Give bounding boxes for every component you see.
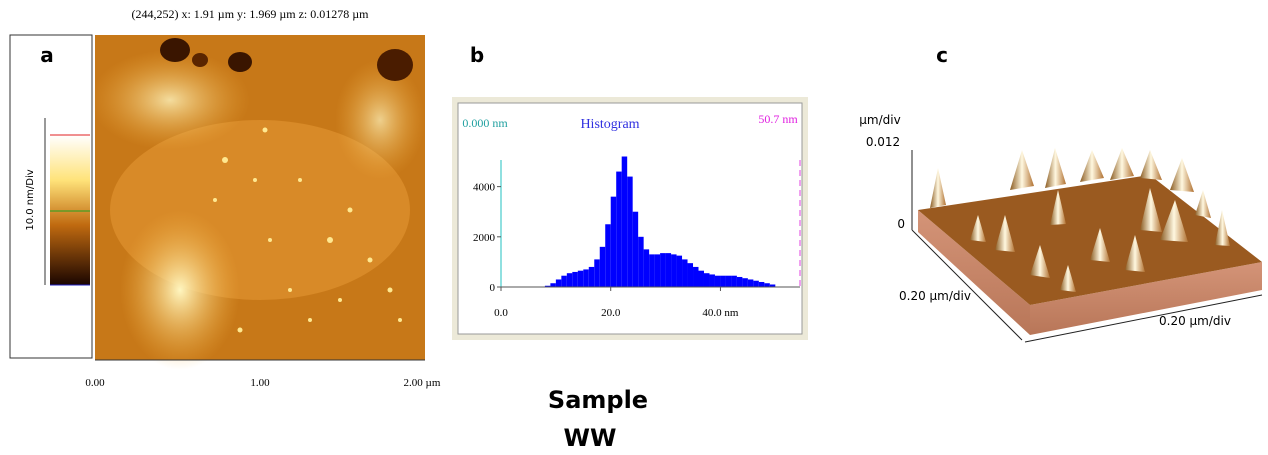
x-tick-label: 1.00 (250, 377, 270, 389)
y-tick-label: 0 (490, 282, 496, 294)
bar (594, 259, 600, 287)
bar (742, 278, 748, 287)
bar (544, 285, 551, 287)
surface-side (1030, 262, 1262, 335)
cursor-label: 0.000 nm (462, 116, 508, 130)
y-axis (911, 229, 1023, 341)
bar (714, 275, 721, 287)
bar (616, 171, 622, 287)
y-tick-label: 4000 (473, 182, 496, 194)
bar (605, 224, 611, 287)
bar (566, 273, 573, 287)
bar (736, 276, 743, 287)
surface-side (918, 210, 1030, 335)
bar (583, 269, 589, 287)
histogram-title: Histogram (580, 117, 639, 132)
bar (769, 284, 776, 287)
x-tick-label: 0.00 (85, 377, 105, 389)
axis-label: 0.20 µm/div (899, 289, 971, 303)
bar (550, 283, 556, 287)
bar (627, 176, 633, 287)
colorbar (50, 135, 90, 285)
bar (572, 271, 578, 287)
bar (753, 280, 759, 287)
bar (676, 255, 683, 287)
afm-feature (335, 60, 425, 180)
afm-pit (160, 38, 190, 62)
bar (632, 211, 639, 287)
bar (660, 253, 666, 287)
x-tick-label: 20.0 (601, 307, 621, 319)
panel-label: a (40, 43, 54, 67)
colorbar-label: 10.0 nm/Div (25, 169, 36, 230)
afm-pit (377, 49, 413, 81)
bar (687, 263, 694, 287)
afm-header: (244,252) x: 1.91 µm y: 1.969 µm z: 0.01… (131, 7, 369, 21)
bar (698, 270, 704, 287)
afm-feature (120, 210, 240, 370)
bar (665, 253, 672, 287)
bar (747, 279, 754, 287)
bar (671, 254, 677, 287)
afm-feature (90, 50, 250, 150)
bar (577, 270, 584, 287)
cursor-label: 50.7 nm (758, 112, 798, 126)
bar (709, 274, 715, 287)
caption: WW (564, 424, 617, 452)
bar (731, 275, 737, 287)
bar (725, 275, 732, 287)
caption: Sample (548, 386, 648, 414)
bar (758, 281, 765, 287)
x-tick-label: 2.00 µm (404, 377, 441, 389)
bar (610, 196, 617, 287)
afm-particles (213, 127, 402, 333)
afm-pit (192, 53, 208, 67)
bar (599, 246, 606, 287)
bar (555, 279, 562, 287)
bar (654, 254, 661, 287)
x-axis (1024, 294, 1263, 343)
z-unit: µm/div (859, 113, 900, 127)
bar (588, 266, 595, 287)
bar (561, 275, 567, 287)
bar (649, 254, 655, 287)
bar (638, 236, 644, 287)
bar (720, 275, 726, 287)
x-tick-label: 40.0 nm (702, 307, 739, 319)
bar (764, 283, 770, 287)
z-tick-label: 0 (897, 217, 905, 231)
z-tick-label: 0.012 (866, 135, 900, 149)
bar (643, 249, 650, 287)
bar (682, 259, 688, 287)
y-tick-label: 2000 (473, 232, 496, 244)
surface-spikes (930, 148, 1230, 292)
bar (621, 156, 628, 287)
bar (693, 266, 699, 287)
afm-pit (228, 52, 252, 72)
x-tick-label: 0.0 (494, 307, 508, 319)
panel-label: b (470, 43, 484, 67)
panel-label: c (936, 43, 948, 67)
axis-label: 0.20 µm/div (1159, 314, 1231, 328)
bar (703, 273, 710, 287)
